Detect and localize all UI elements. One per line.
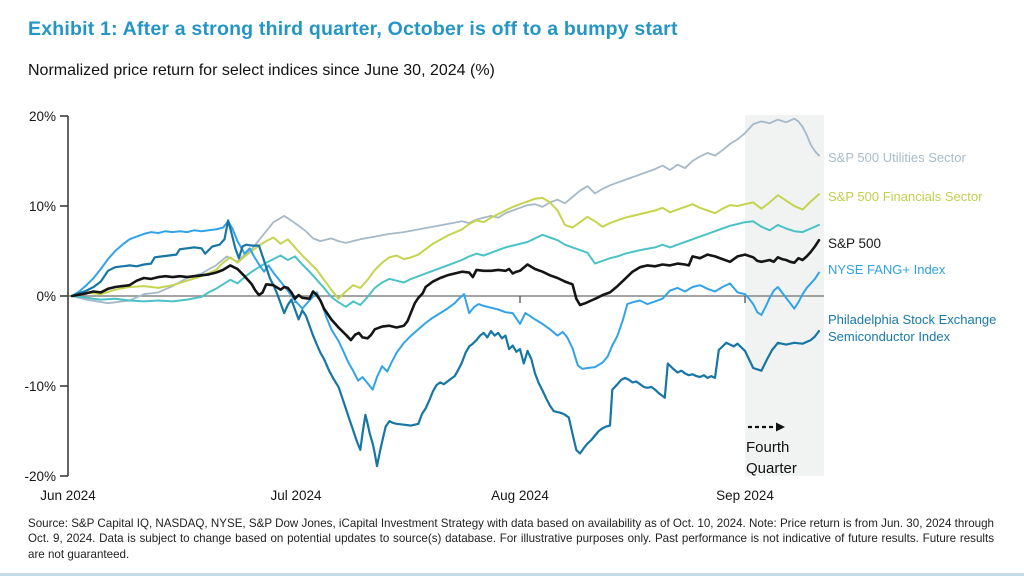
source-note: Source: S&P Capital IQ, NASDAQ, NYSE, S&… — [28, 517, 994, 561]
fourth-quarter-annotation: Fourth Quarter — [746, 422, 797, 477]
series-line-unlabeled-teal — [71, 220, 820, 308]
series-line-philadelphia-stock-exchange-semiconductor-index — [70, 219, 821, 468]
y-tick-neg10: -10% — [24, 379, 56, 394]
arrowhead-icon — [776, 422, 785, 432]
y-axis — [60, 115, 69, 477]
x-tick-jun: Jun 2024 — [40, 488, 96, 503]
legend-philly-line1: Philadelphia Stock Exchange — [828, 312, 997, 327]
series-line-nyse-fang-index — [71, 220, 820, 391]
series-line-s-p-500-financials-sector — [71, 193, 820, 300]
page-title: Exhibit 1: After a strong third quarter,… — [28, 18, 678, 40]
legend-philly-semis: Philadelphia Stock Exchange Semiconducto… — [828, 311, 996, 345]
x-tick-sep: Sep 2024 — [716, 488, 774, 503]
legend-sp500: S&P 500 — [828, 236, 882, 251]
y-tick-10: 10% — [29, 199, 56, 214]
legend-utilities: S&P 500 Utilities Sector — [828, 150, 966, 165]
fourth-quarter-label-line2: Quarter — [746, 460, 797, 477]
series-line-s-p-500-utilities-sector — [71, 117, 820, 305]
series-line-s-p-500 — [70, 238, 821, 342]
y-tick-0: 0% — [36, 289, 56, 304]
legend-fang: NYSE FANG+ Index — [828, 262, 946, 277]
legend-financials: S&P 500 Financials Sector — [828, 189, 983, 204]
y-tick-20: 20% — [29, 109, 56, 124]
y-tick-neg20: -20% — [24, 469, 56, 484]
legend-philly-line2: Semiconductor Index — [828, 329, 951, 344]
x-tick-aug: Aug 2024 — [491, 488, 549, 503]
chart-subtitle: Normalized price return for select indic… — [28, 62, 495, 79]
x-tick-jul: Jul 2024 — [270, 488, 322, 503]
series-lines — [70, 117, 821, 468]
bottom-divider — [0, 573, 1024, 576]
fourth-quarter-label-line1: Fourth — [746, 439, 789, 456]
